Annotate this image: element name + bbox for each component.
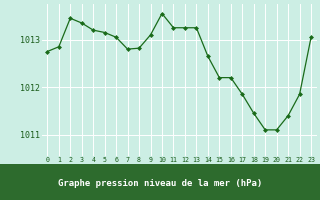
Text: Graphe pression niveau de la mer (hPa): Graphe pression niveau de la mer (hPa) <box>58 179 262 188</box>
